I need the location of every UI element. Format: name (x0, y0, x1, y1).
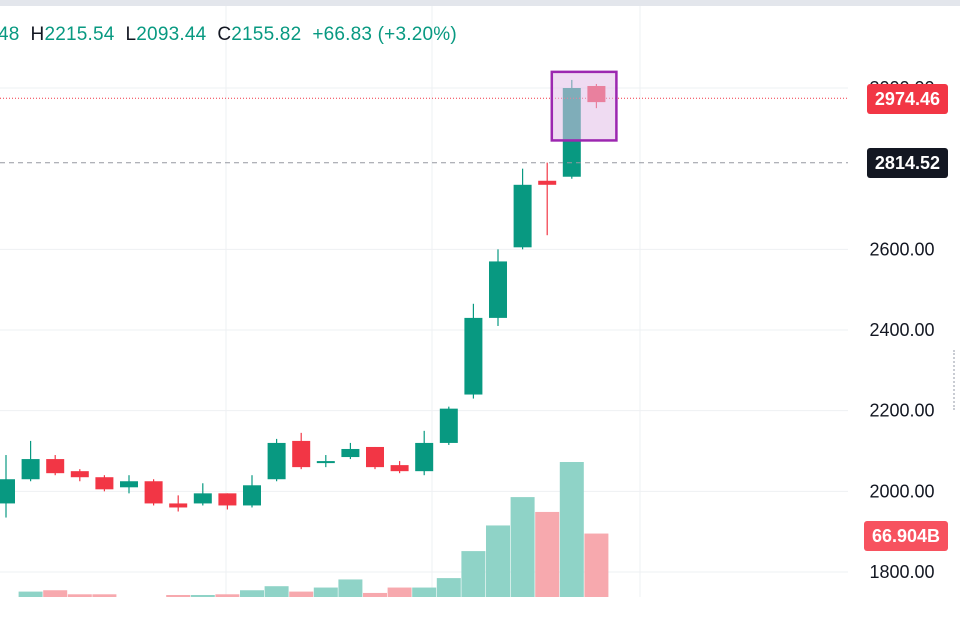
volume-badge: 66.904B (863, 521, 948, 551)
volume-bar (387, 587, 412, 597)
candle-body (390, 465, 409, 472)
volume-bar (67, 594, 92, 597)
candle-body (316, 461, 335, 464)
low-value: 2093.44 (136, 24, 207, 45)
y-axis-tick-label: 2200.00 (869, 401, 934, 421)
candle-body (95, 477, 114, 490)
candle-body (70, 471, 89, 478)
volume-bar (264, 586, 289, 597)
candle-body (218, 493, 237, 506)
last-price-badge: 2974.46 (866, 84, 948, 114)
candle-body (439, 408, 458, 443)
bottom-strip (0, 597, 960, 637)
volume-bar (190, 595, 215, 597)
volume-bar (559, 462, 584, 597)
y-axis-tick-label: 2400.00 (869, 320, 934, 340)
candle-body (415, 442, 434, 472)
volume-bar (289, 591, 314, 597)
close-key: C (217, 24, 232, 45)
volume-bar (535, 511, 560, 597)
candle-body (243, 485, 261, 506)
candle-body (169, 503, 188, 508)
volume-bar (338, 579, 363, 597)
candle-body (144, 481, 163, 504)
change-percent: (+3.20%) (377, 24, 457, 45)
candle-body (513, 184, 532, 248)
candle-body (538, 180, 557, 185)
high-key: H (30, 24, 45, 45)
candle-body (292, 440, 311, 468)
candle-body (0, 479, 15, 504)
top-border (0, 0, 960, 6)
volume-bar (313, 587, 338, 597)
candle-body (193, 493, 212, 504)
volume-bar (92, 594, 117, 597)
high-value: 2215.54 (44, 24, 115, 45)
y-axis-tick-label: 2000.00 (869, 481, 934, 501)
volume-bar (240, 590, 264, 597)
volume-bar (363, 592, 387, 597)
close-value: 2155.82 (231, 24, 302, 45)
volume-bar (43, 590, 68, 597)
volume-bar (461, 551, 486, 597)
y-axis-tick-label: 2600.00 (869, 239, 934, 259)
volume-bar (215, 594, 240, 597)
volume-bar (166, 595, 191, 597)
candle-body (489, 261, 507, 318)
highlight-box (550, 70, 618, 142)
volume-bar (486, 525, 510, 597)
candle-body (21, 459, 40, 480)
candle-body (464, 317, 483, 395)
price-scale-handle[interactable] (953, 350, 959, 410)
y-axis-tick-label: 1800.00 (869, 562, 934, 582)
crosshair-price-badge: 2814.52 (866, 148, 948, 178)
candle-body (267, 442, 286, 480)
change-value: +66.83 (312, 24, 373, 45)
low-key: L (125, 24, 137, 45)
volume-bar (510, 497, 535, 597)
candle-body (46, 459, 65, 474)
volume-bar (436, 578, 461, 597)
volume-bar (412, 587, 437, 597)
volume-bar (584, 533, 609, 597)
candle-body (120, 481, 138, 488)
candle-body (366, 446, 384, 468)
volume-bar (18, 591, 43, 597)
candle-body (341, 448, 360, 458)
open-fragment: 48 (0, 24, 20, 45)
ohlc-legend: 48 H2215.54 L2093.44 C2155.82 +66.83 (+3… (0, 24, 457, 46)
